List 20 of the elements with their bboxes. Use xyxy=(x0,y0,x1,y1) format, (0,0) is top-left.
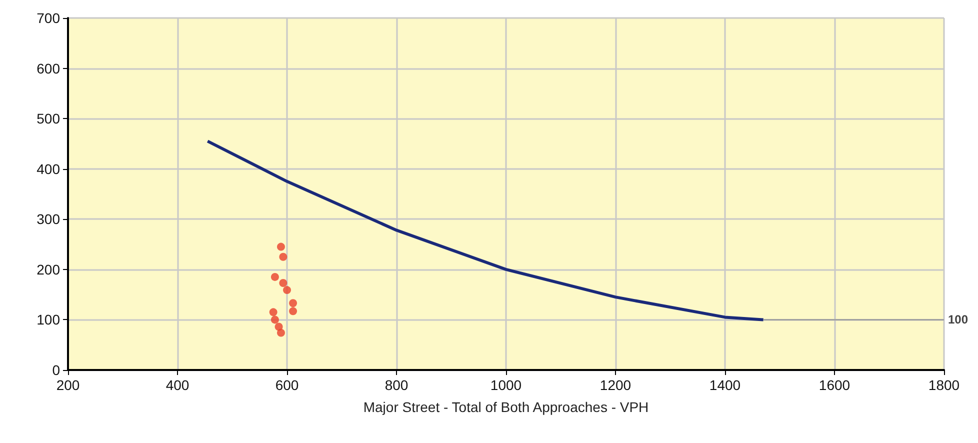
x-tick-label: 400 xyxy=(166,377,190,393)
x-tick-label: 600 xyxy=(275,377,299,393)
y-tick-label: 600 xyxy=(36,60,60,76)
x-axis-title: Major Street - Total of Both Approaches - VPH xyxy=(363,399,649,415)
y-tick-label: 100 xyxy=(36,312,60,328)
x-tick-label: 1400 xyxy=(709,377,741,393)
y-tick-label: 200 xyxy=(36,261,60,278)
y-tick-label: 400 xyxy=(36,160,60,177)
y-tick-label: 700 xyxy=(36,10,60,26)
x-tick-label: 1800 xyxy=(928,377,960,393)
x-tick-label: 1200 xyxy=(600,377,632,393)
y-tick-label: 300 xyxy=(36,211,60,228)
y-tick-label: 500 xyxy=(36,110,60,127)
y-tick-label: 0 xyxy=(52,362,60,378)
line-series xyxy=(206,140,765,322)
x-tick-label: 1000 xyxy=(490,377,522,393)
x-tick-label: 1600 xyxy=(818,377,850,393)
annotation: 100 xyxy=(948,312,968,327)
x-tick-label: 200 xyxy=(56,377,80,393)
x-tick-label: 800 xyxy=(384,377,408,393)
